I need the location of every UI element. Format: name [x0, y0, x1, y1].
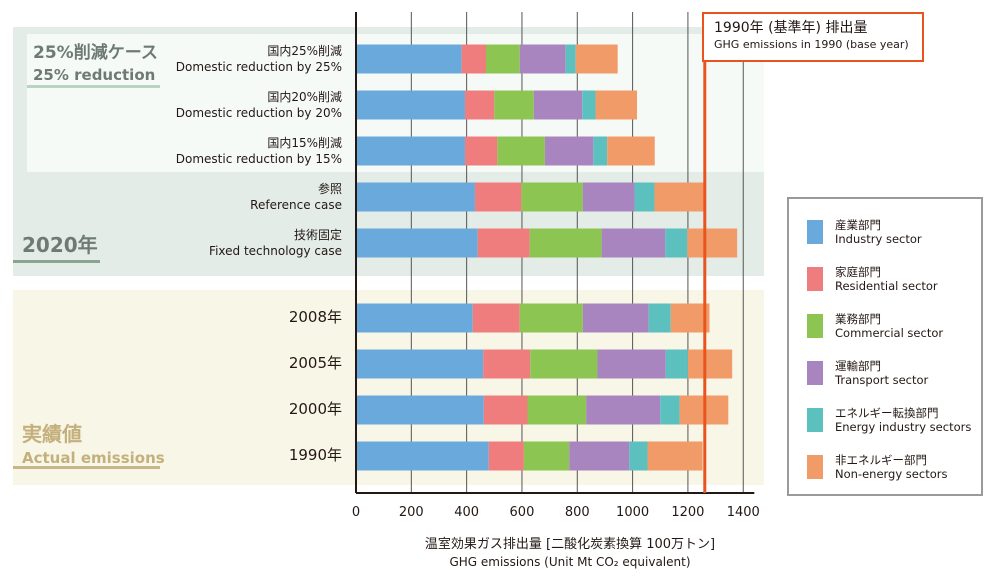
bar-segment	[472, 303, 520, 333]
bar-segment	[474, 182, 522, 212]
legend-label: 非エネルギー部門 Non-energy sectors	[835, 453, 948, 481]
bar-segment	[521, 182, 583, 212]
x-axis-title: 温室効果ガス排出量 [二酸化炭素換算 100万トン]	[424, 537, 716, 552]
bar-segment	[461, 44, 487, 74]
bar-segment	[497, 136, 545, 166]
bar-segment	[356, 136, 465, 166]
bar-segment	[356, 228, 478, 258]
bar-segment	[665, 228, 688, 258]
bar-segment	[494, 90, 534, 120]
reference-line-label: 1990年 (基準年) 排出量 GHG emissions in 1990 (b…	[702, 12, 924, 62]
legend-label: エネルギー転換部門 Energy industry sectors	[835, 406, 972, 434]
bar-segment	[356, 44, 462, 74]
subgroup-underline	[27, 85, 160, 88]
bar-segment	[593, 136, 608, 166]
subgroup-label-jp: 25%削減ケース	[33, 43, 158, 63]
bar-segment	[519, 303, 583, 333]
bar-segment	[483, 395, 528, 425]
legend-label: 産業部門 Industry sector	[835, 218, 922, 246]
x-tick-label: 400	[454, 505, 479, 520]
reference-label-jp: 1990年 (基準年) 排出量	[714, 20, 868, 36]
row-label: 2000年	[288, 400, 342, 418]
bar-segment	[356, 441, 489, 471]
group-label-actual-jp: 実績値	[22, 422, 82, 446]
bar-segment	[483, 349, 531, 379]
x-tick-label: 1200	[671, 505, 704, 520]
bar-segment	[648, 303, 671, 333]
bar-segment	[582, 90, 596, 120]
bar-segment	[356, 349, 484, 379]
bar-segment	[533, 90, 583, 120]
bar-segment	[665, 349, 688, 379]
bar-segment	[519, 44, 566, 74]
legend-swatch	[807, 220, 823, 244]
group-underline-2020	[13, 260, 100, 263]
x-tick-label: 0	[352, 505, 360, 520]
row-label: 国内25%削減 Domestic reduction by 25%	[175, 44, 342, 74]
bar-segment	[607, 136, 655, 166]
bar-segment	[586, 395, 661, 425]
group-label-2020: 2020年	[22, 233, 98, 257]
legend-swatch	[807, 408, 823, 432]
bar-segment	[356, 395, 484, 425]
bar-segment	[582, 303, 649, 333]
x-tick-label: 1000	[616, 505, 649, 520]
bar-segment	[687, 228, 738, 258]
x-tick-label: 600	[510, 505, 535, 520]
subgroup-label-en: 25% reduction	[33, 66, 156, 84]
bar-segment	[464, 136, 498, 166]
bar-segment	[523, 441, 570, 471]
bar-segment	[569, 441, 630, 471]
group-label-actual-en: Actual emissions	[22, 449, 165, 467]
bar-segment	[575, 44, 618, 74]
bar-segment	[654, 182, 704, 212]
legend-swatch	[807, 267, 823, 291]
bar-segment	[601, 228, 666, 258]
bar-segment	[544, 136, 594, 166]
bar-segment	[582, 182, 635, 212]
legend-swatch	[807, 361, 823, 385]
bar-segment	[687, 349, 733, 379]
legend-label: 業務部門 Commercial sector	[835, 312, 944, 340]
bar-segment	[595, 90, 638, 120]
bar-segment	[356, 90, 465, 120]
row-label: 国内15%削減 Domestic reduction by 15%	[175, 136, 342, 166]
x-axis-title-en: GHG emissions (Unit Mt CO₂ equivalent)	[449, 555, 691, 569]
legend-label: 家庭部門 Residential sector	[835, 265, 938, 293]
row-label: 技術固定 Fixed technology case	[209, 228, 342, 258]
legend: 産業部門 Industry sector 家庭部門 Residential sect…	[787, 197, 983, 496]
bar-segment	[529, 228, 602, 258]
bar-segment	[629, 441, 648, 471]
group-underline-actual	[13, 466, 160, 469]
bar-segment	[527, 395, 587, 425]
bar-segment	[565, 44, 576, 74]
bar-segment	[530, 349, 598, 379]
legend-swatch	[807, 455, 823, 479]
row-label: 参照 Reference case	[250, 182, 342, 212]
legend-label: 運輸部門 Transport sector	[835, 359, 929, 387]
bar-segment	[477, 228, 530, 258]
bar-segment	[488, 441, 524, 471]
bar-segment	[486, 44, 520, 74]
row-label: 2005年	[288, 354, 342, 372]
row-label: 1990年	[288, 446, 342, 464]
bar-segment	[356, 182, 475, 212]
bar-segment	[647, 441, 703, 471]
reference-label-en: GHG emissions in 1990 (base year)	[714, 38, 909, 51]
row-label: 国内20%削減 Domestic reduction by 20%	[175, 90, 342, 120]
legend-swatch	[807, 314, 823, 338]
bar-segment	[597, 349, 666, 379]
bar-segment	[660, 395, 680, 425]
x-tick-label: 1400	[727, 505, 760, 520]
bar-segment	[464, 90, 495, 120]
x-tick-label: 800	[565, 505, 590, 520]
bar-segment	[670, 303, 710, 333]
bar-segment	[634, 182, 655, 212]
bar-segment	[356, 303, 473, 333]
row-label: 2008年	[288, 308, 342, 326]
x-tick-label: 200	[399, 505, 424, 520]
